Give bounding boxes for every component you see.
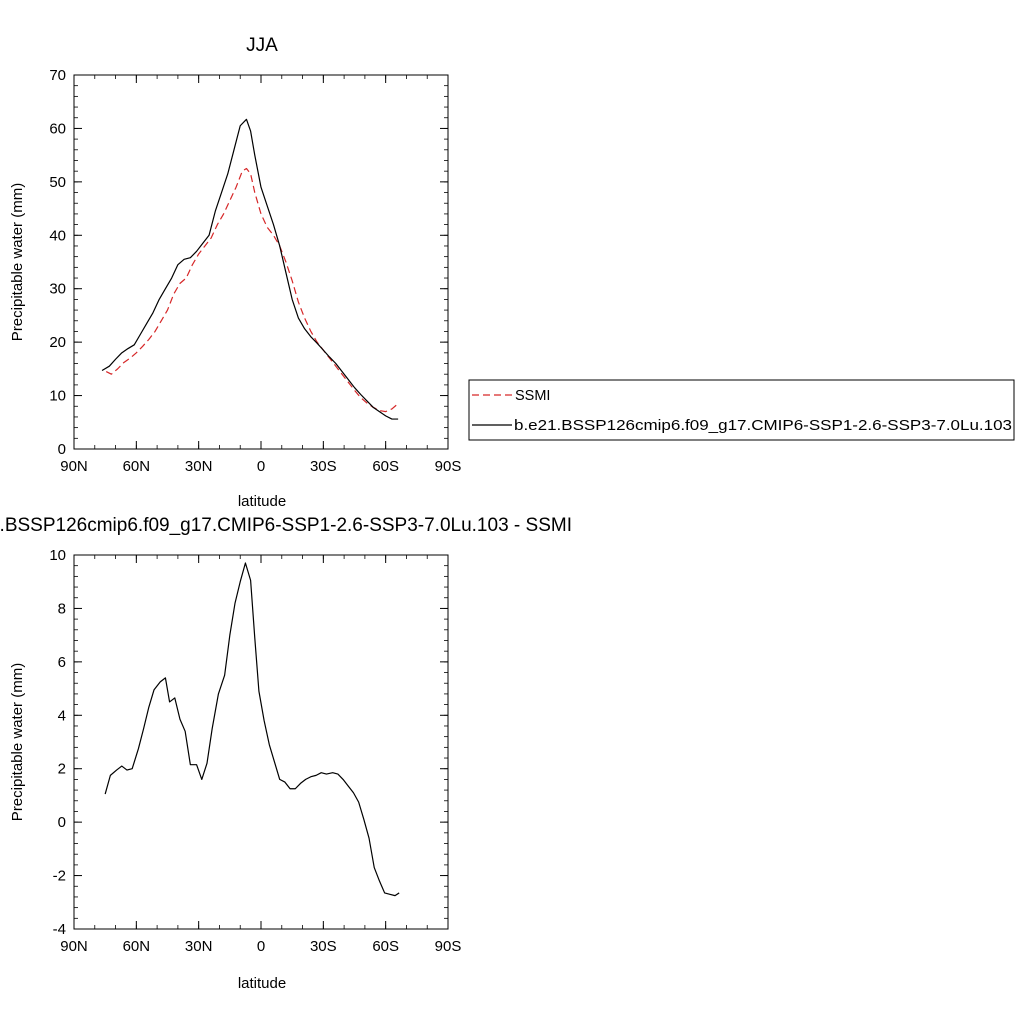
top-x-tick-label: 60S [372,458,399,475]
bottom-series-line-0 [104,562,400,897]
top-y-tick-label: 30 [49,281,66,298]
bottom-y-axis-label: Precipitable water (mm) [9,663,26,821]
bottom-y-tick-label: 2 [58,761,66,778]
bottom-axis-ticks: 90N 60N 30N 0 30S 60S 90S -4 -2 0 2 4 6 8 10 [49,547,461,955]
bottom-y-tick-label: 6 [58,654,66,671]
legend-box [468,379,1015,441]
bottom-y-tick-label: 10 [49,547,66,564]
bottom-x-tick-label: 0 [257,938,265,955]
top-x-tick-label: 60N [123,458,151,475]
bottom-chart-title: b.e21.BSSP126cmip6.f09_g17.CMIP6-SSP1-2.… [0,515,572,536]
top-y-tick-label: 50 [49,174,66,191]
top-series-line-0 [105,167,399,413]
top-y-tick-label: 40 [49,227,66,244]
top-y-tick-label: 0 [58,441,66,458]
bottom-y-tick-label: -2 [53,868,66,885]
top-x-axis-label: latitude [238,493,286,510]
top-plot-frame [73,74,449,450]
bottom-x-axis-label: latitude [238,975,286,992]
top-series-lines [101,118,399,420]
top-x-tick-label: 30N [185,458,213,475]
top-y-axis-label: Precipitable water (mm) [9,183,26,341]
bottom-x-tick-label: 60N [123,938,151,955]
legend-label-model: b.e21.BSSP126cmip6.f09_g17.CMIP6-SSP1-2.… [514,418,1012,434]
bottom-x-tick-label: 30S [310,938,337,955]
top-x-tick-label: 90N [60,458,88,475]
top-x-tick-label: 0 [257,458,265,475]
legend: SSMI b.e21.BSSP126cmip6.f09_g17.CMIP6-SS… [468,379,1015,441]
bottom-y-tick-label: 4 [58,707,66,724]
top-panel: JJA 90N 60N 30N 0 30S 60S 90S 0 10 20 30 40 50 60 70 l… [9,35,461,510]
bottom-plot-frame [73,554,449,930]
bottom-y-tick-label: -4 [53,921,66,938]
bottom-y-tick-label: 0 [58,814,66,831]
top-chart-title: JJA [246,35,278,56]
top-series-line-1 [101,118,399,420]
top-y-tick-label: 60 [49,120,66,137]
top-y-tick-label: 70 [49,67,66,84]
bottom-y-tick-label: 8 [58,600,66,617]
bottom-x-tick-label: 90S [435,938,462,955]
bottom-x-tick-label: 30N [185,938,213,955]
bottom-x-tick-label: 60S [372,938,399,955]
top-x-tick-label: 90S [435,458,462,475]
bottom-series-lines [104,562,400,897]
legend-label-ssmi: SSMI [515,388,550,404]
top-x-tick-label: 30S [310,458,337,475]
bottom-x-tick-label: 90N [60,938,88,955]
top-y-tick-label: 10 [49,388,66,405]
top-axis-ticks: 90N 60N 30N 0 30S 60S 90S 0 10 20 30 40 50 60 70 [49,67,461,475]
bottom-panel: b.e21.BSSP126cmip6.f09_g17.CMIP6-SSP1-2.… [0,515,572,992]
top-y-tick-label: 20 [49,334,66,351]
